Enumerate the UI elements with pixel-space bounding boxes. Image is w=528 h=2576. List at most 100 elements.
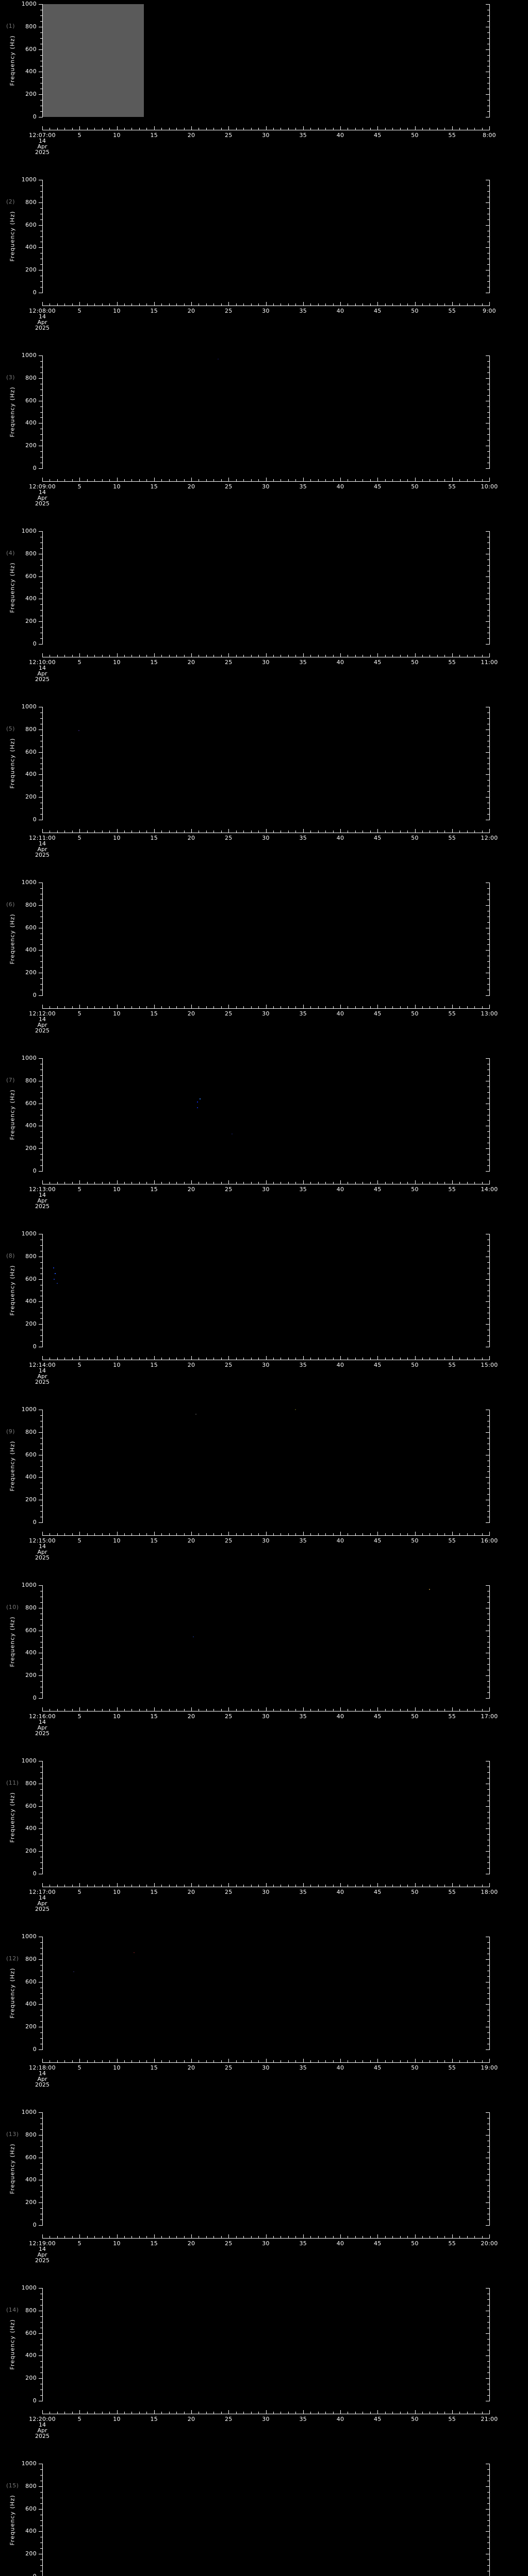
y-tick-minor-right	[487, 593, 490, 594]
y-tick-minor-right	[487, 1619, 490, 1620]
x-tick-major	[303, 653, 304, 657]
y-tick-minor-right	[487, 191, 490, 192]
x-tick-major	[191, 2410, 192, 2414]
plot-area[interactable]	[42, 1937, 490, 2049]
plot-area[interactable]	[42, 355, 490, 468]
y-tick-minor	[40, 1505, 43, 1506]
x-tick-minor	[206, 1533, 207, 1536]
x-tick-minor	[139, 303, 140, 306]
plot-area[interactable]	[42, 1761, 490, 1873]
x-tick-minor	[333, 2412, 334, 2414]
x-tick-minor	[184, 479, 185, 482]
x-tick-label: 5	[77, 1713, 81, 1720]
x-tick-minor	[467, 1182, 468, 1184]
plot-area[interactable]	[42, 707, 490, 819]
x-tick-minor	[87, 1885, 88, 1887]
x-tick-minor	[370, 1709, 371, 1711]
x-tick-minor	[131, 2236, 132, 2239]
y-tick-minor	[40, 984, 43, 985]
plot-area[interactable]	[42, 1410, 490, 1522]
y-tick-minor	[40, 2503, 43, 2504]
y-axis-right	[489, 1058, 490, 1171]
x-tick-minor	[444, 128, 445, 130]
plot-area[interactable]	[42, 2464, 490, 2576]
x-tick-label: 35	[299, 1010, 307, 1017]
plot-area[interactable]	[42, 1058, 490, 1171]
x-tick-label-start: 12:12:00	[29, 1010, 56, 1017]
x-tick-minor	[221, 303, 222, 306]
x-tick-minor	[467, 303, 468, 306]
x-tick-minor	[176, 1885, 177, 1887]
y-tick-minor	[40, 814, 43, 815]
x-tick-label: 15	[150, 2240, 158, 2247]
x-tick-minor	[169, 1709, 170, 1711]
x-tick-minor	[310, 128, 311, 130]
x-tick-label: 25	[224, 1010, 233, 1017]
x-tick-minor	[176, 479, 177, 482]
x-tick-minor	[385, 2236, 386, 2239]
plot-area[interactable]	[42, 1585, 490, 1698]
x-tick-minor	[206, 831, 207, 833]
x-tick-minor	[482, 303, 483, 306]
x-tick-minor	[213, 128, 214, 130]
x-tick-minor	[407, 1006, 408, 1009]
plot-area[interactable]	[42, 883, 490, 995]
y-tick-major	[39, 644, 43, 645]
x-tick-minor	[213, 1006, 214, 1009]
y-tick-label: 800	[25, 1428, 37, 1435]
x-tick-label: 50	[411, 2416, 419, 2422]
plot-area[interactable]	[42, 2288, 490, 2400]
x-tick-label-start: 12:14:00	[29, 1362, 56, 1368]
y-tick-minor-right	[487, 2503, 490, 2504]
x-tick-major	[228, 1356, 229, 1360]
x-tick-minor	[72, 1182, 73, 1184]
x-tick-label: 20	[187, 1186, 195, 1193]
y-axis-title: Frequency (Hz)	[7, 707, 18, 820]
x-tick-label: 55	[448, 1713, 456, 1720]
x-tick-major	[452, 126, 453, 130]
plot-area[interactable]	[42, 2112, 490, 2225]
x-tick-minor	[333, 831, 334, 833]
x-tick-minor	[459, 2060, 460, 2063]
x-tick-minor	[370, 1358, 371, 1360]
x-tick-label: 15	[150, 308, 158, 314]
y-tick-minor-right	[487, 1415, 490, 1416]
x-tick-minor	[437, 1358, 438, 1360]
y-tick-minor	[40, 593, 43, 594]
x-tick-minor	[310, 2412, 311, 2414]
y-axis-left	[42, 1058, 43, 1171]
y-tick-minor-right	[487, 2565, 490, 2566]
x-tick-major	[489, 302, 490, 306]
x-tick-minor	[57, 1358, 58, 1360]
x-tick-minor	[437, 1709, 438, 1711]
signal-pixel	[193, 1636, 194, 1637]
x-tick-minor	[139, 1006, 140, 1009]
y-tick-minor	[40, 1845, 43, 1846]
x-tick-minor	[280, 1006, 281, 1009]
x-tick-minor	[437, 1006, 438, 1009]
x-tick-label: 5	[77, 1889, 81, 1895]
x-tick-major	[340, 1180, 341, 1184]
x-tick-major	[79, 302, 80, 306]
x-tick-label: 10	[113, 132, 121, 139]
y-tick-major-right	[486, 2333, 490, 2334]
x-tick-minor	[236, 1182, 237, 1184]
x-tick-minor	[422, 655, 423, 657]
x-tick-minor	[333, 2060, 334, 2063]
y-tick-label: 0	[32, 1694, 37, 1701]
y-tick-major	[39, 1828, 43, 1829]
x-tick-label: 55	[448, 308, 456, 314]
y-tick-minor	[40, 1942, 43, 1943]
x-tick-major	[303, 1532, 304, 1536]
x-tick-label-start: 12:20:00	[29, 2416, 56, 2422]
x-tick-minor	[213, 2412, 214, 2414]
x-tick-major	[266, 2410, 267, 2414]
plot-area[interactable]	[42, 531, 490, 643]
y-tick-label: 600	[25, 748, 37, 755]
y-tick-minor	[40, 1109, 43, 1110]
y-tick-label: 200	[25, 1496, 37, 1503]
plot-area[interactable]	[42, 1234, 490, 1346]
x-tick-minor	[109, 2060, 110, 2063]
x-tick-major	[228, 126, 229, 130]
plot-area[interactable]	[42, 180, 490, 292]
